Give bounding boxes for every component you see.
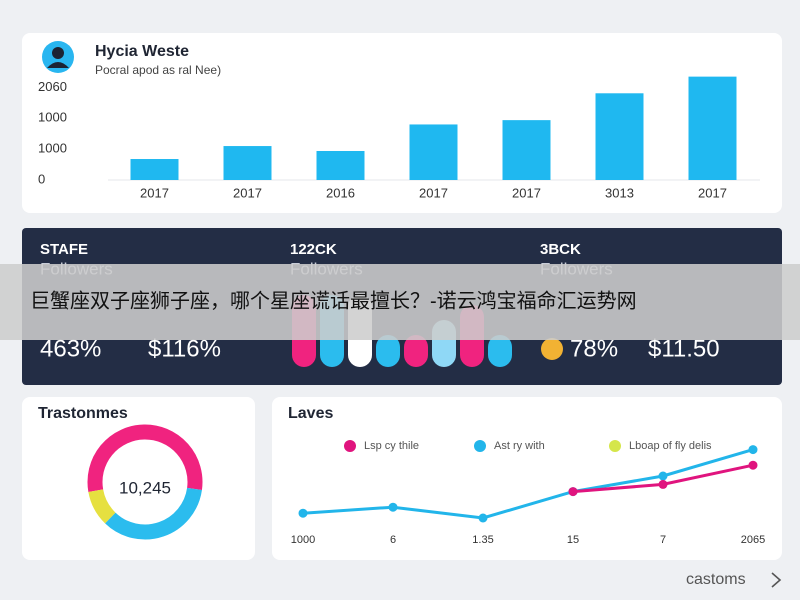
x-tick-label: 2017 [140, 185, 169, 200]
donut [87, 424, 203, 540]
line-point [658, 479, 668, 489]
bar [130, 159, 179, 180]
chevron[interactable] [771, 572, 782, 588]
x-tick-label: 2017 [512, 185, 541, 200]
y-tick-label: 1000 [38, 110, 67, 125]
banner-band [0, 264, 800, 340]
emoji-icon [541, 338, 563, 360]
x-tick-label: 2016 [326, 185, 355, 200]
donut-center: 10,245 [119, 478, 171, 497]
x-tick-label: 15 [567, 534, 579, 546]
bar [409, 124, 458, 180]
donut-title: Trastonmes [38, 405, 128, 422]
bar [595, 93, 644, 180]
stat-title: STAFE [40, 241, 88, 258]
x-tick-label: 2065 [741, 534, 765, 546]
x-tick-label: 1.35 [472, 534, 493, 546]
x-tick-label: 7 [660, 534, 666, 546]
x-tick-label: 1000 [291, 534, 315, 546]
x-tick-label: 2017 [233, 185, 262, 200]
x-tick-label: 2017 [698, 185, 727, 200]
legend-label: Ast ry with [494, 440, 545, 452]
line-point [298, 508, 308, 518]
donut-segment [87, 424, 203, 492]
pill [488, 335, 512, 367]
stat-title: 122CK [290, 241, 337, 258]
donut-segment [88, 489, 116, 524]
legend-swatch [609, 440, 621, 452]
legend-label: Lboap of fly delis [629, 440, 712, 452]
bar-card [22, 33, 782, 213]
footer-link[interactable]: castoms [686, 571, 746, 588]
x-tick-label: 6 [390, 534, 396, 546]
bar [502, 120, 551, 180]
pill [404, 335, 428, 367]
legend-swatch [474, 440, 486, 452]
y-tick-label: 1000 [38, 141, 67, 156]
line-card [272, 397, 782, 560]
bar-chart: 0 1000 1000 2060 2017 2017 2016 2017 2017 3013 201… [38, 76, 760, 200]
donut-segment [105, 487, 202, 540]
x-tick-label: 2017 [419, 185, 448, 200]
line-point [748, 460, 758, 470]
banner-text: 巨蟹座双子座狮子座，哪个星座谎话最擅长？-诺云鸿宝福命汇运势网 [30, 289, 637, 312]
profile-subtitle: Pocral apod as ral Nee) [95, 63, 221, 77]
avatar-head [52, 47, 64, 59]
pill [376, 335, 400, 367]
line-chart: Lsp cy thile Ast ry with Lboap of fly deli… [291, 440, 765, 546]
line-point [748, 445, 758, 455]
x-tick-label: 3013 [605, 185, 634, 200]
bar [688, 76, 737, 180]
line-point [478, 513, 488, 523]
line-point [388, 502, 398, 512]
line-title: Laves [288, 405, 333, 422]
stat-title: 3BCK [540, 241, 581, 258]
avatar-body [47, 62, 69, 68]
line-series [302, 448, 754, 520]
bar [223, 146, 272, 180]
bar [316, 150, 365, 180]
y-tick-label: 0 [38, 171, 45, 186]
legend-swatch [344, 440, 356, 452]
donut-card [22, 397, 255, 560]
line-point [568, 487, 578, 497]
legend-label: Lsp cy thile [364, 440, 419, 452]
line-point [658, 471, 668, 481]
profile-name: Hycia Weste [95, 43, 189, 60]
y-tick-label: 2060 [38, 79, 67, 94]
